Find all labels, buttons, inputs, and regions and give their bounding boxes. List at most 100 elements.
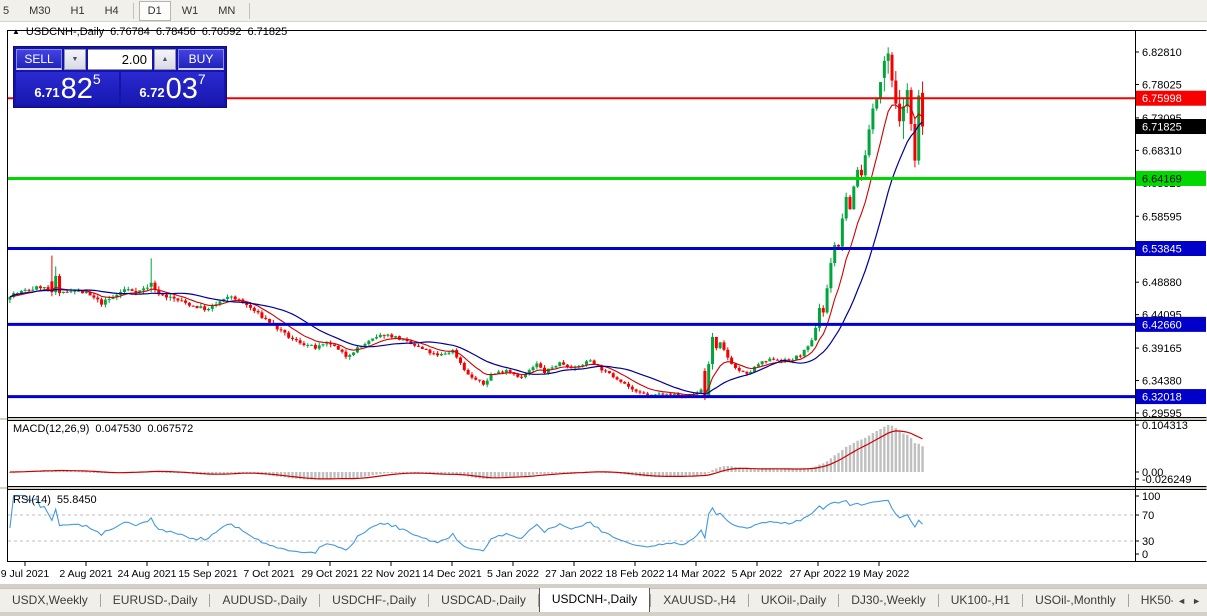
- volume-decrease-button[interactable]: ▼: [64, 49, 86, 70]
- candle-body: [187, 302, 191, 306]
- macd-bar: [760, 469, 764, 472]
- candle-body: [642, 392, 646, 394]
- candle-body: [336, 345, 340, 350]
- symbol-tab-audusddaily[interactable]: AUDUSD-,Daily: [222, 593, 308, 607]
- symbol-tab-eurusddaily[interactable]: EURUSD-,Daily: [112, 593, 198, 607]
- macd-bar: [844, 446, 848, 472]
- candle-body: [69, 291, 73, 293]
- symbol-tab-xauusdh4[interactable]: XAUUSD-,H4: [663, 593, 736, 607]
- candle-body: [764, 361, 768, 363]
- macd-bar: [237, 472, 241, 473]
- sell-price-pip: 5: [92, 71, 101, 87]
- buy-price-pip: 7: [197, 71, 206, 87]
- symbol-tab-uk100h1[interactable]: UK100-,H1: [950, 593, 1011, 607]
- symbol-tab-usoilmonthly[interactable]: USOil-,Monthly: [1035, 593, 1116, 607]
- candle-body: [16, 293, 20, 295]
- timeframe-button-H4[interactable]: H4: [104, 4, 119, 17]
- sell-button[interactable]: SELL: [16, 49, 62, 70]
- candle-body: [760, 361, 764, 365]
- macd-bar: [657, 472, 661, 477]
- candle-body: [153, 282, 157, 290]
- price-tick-label: 6.58595: [1142, 211, 1182, 223]
- price-tick-label: 6.34380: [1142, 376, 1182, 388]
- price-line-label-box: [1136, 389, 1206, 405]
- symbol-tab-hk50[interactable]: HK50-,: [1140, 593, 1173, 607]
- candle-body: [508, 370, 512, 373]
- timeframe-button-MN[interactable]: MN: [218, 4, 236, 17]
- volume-increase-button[interactable]: ▲: [154, 49, 176, 70]
- symbol-tab-usdxweekly[interactable]: USDX,Weekly: [12, 593, 88, 607]
- candle-body: [607, 371, 611, 374]
- candle-body: [344, 351, 348, 357]
- candle-body: [634, 389, 638, 392]
- candle-body: [191, 305, 195, 307]
- timeframe-button-H1[interactable]: H1: [70, 4, 85, 17]
- symbol-tab-dj30weekly[interactable]: DJ30-,Weekly: [851, 593, 926, 607]
- price-tick-label: 6.29595: [1142, 408, 1182, 420]
- symbol-tab-usdcnhdaily[interactable]: USDCNH-,Daily: [538, 588, 651, 612]
- timeframe-button-D1[interactable]: D1: [138, 0, 171, 21]
- candle-body: [103, 299, 107, 305]
- macd-bar: [795, 469, 798, 472]
- macd-bar: [738, 467, 741, 472]
- candle-body: [157, 289, 161, 295]
- macd-bar: [321, 472, 325, 480]
- macd-bar: [547, 472, 550, 474]
- candle-body: [921, 92, 925, 127]
- tab-scroll-left-icon[interactable]: ◄: [1177, 596, 1187, 606]
- macd-bar: [692, 472, 695, 476]
- timeframe-button-M30[interactable]: M30: [29, 4, 51, 17]
- candle-body: [875, 99, 879, 109]
- macd-bar: [726, 466, 729, 472]
- macd-bar: [340, 472, 344, 479]
- rsi-value: 55.8450: [56, 494, 97, 506]
- macd-bar: [211, 472, 214, 475]
- macd-bar: [348, 472, 351, 479]
- symbol-tab-usdcaddaily[interactable]: USDCAD-,Daily: [441, 593, 526, 607]
- candle-body: [623, 381, 627, 384]
- candle-body: [374, 337, 378, 339]
- candle-body: [898, 103, 902, 122]
- timeframe-button-5[interactable]: 5: [3, 4, 10, 17]
- tab-scroll-right-icon[interactable]: ►: [1192, 596, 1201, 606]
- macd-bar: [776, 468, 779, 472]
- candle-body: [669, 393, 673, 395]
- candle-body: [84, 291, 88, 294]
- candle-body: [42, 287, 46, 289]
- candle-body: [821, 308, 825, 313]
- candle-body: [909, 90, 913, 124]
- macd-bar: [58, 470, 61, 472]
- buy-price-display[interactable]: 6.72 03 7: [121, 72, 224, 105]
- buy-button[interactable]: BUY: [178, 49, 224, 70]
- date-label: 22 Nov 2021: [361, 568, 421, 580]
- date-label: 14 Dec 2021: [422, 568, 482, 580]
- macd-bar: [699, 472, 703, 475]
- macd-bar: [325, 472, 329, 479]
- macd-bar: [764, 468, 768, 472]
- price-line-label-box: [1136, 170, 1206, 186]
- symbol-tab-ukoildaily[interactable]: UKOil-,Daily: [760, 593, 827, 607]
- macd-bar: [906, 434, 909, 472]
- macd-bar: [470, 472, 474, 478]
- candle-body: [802, 349, 806, 357]
- macd-bar: [883, 426, 886, 472]
- sell-price-big: 82: [60, 73, 93, 105]
- chart-collapse-icon[interactable]: ▲: [12, 27, 20, 36]
- volume-input[interactable]: 2.00: [88, 49, 152, 70]
- macd-bar: [344, 472, 348, 479]
- candle-body: [248, 304, 252, 308]
- timeframe-button-W1[interactable]: W1: [181, 4, 199, 17]
- macd-bar: [298, 472, 302, 480]
- candle-body: [279, 329, 283, 331]
- macd-bar: [650, 472, 653, 477]
- macd-bar: [875, 431, 878, 472]
- macd-bar: [554, 472, 558, 473]
- macd-bar: [409, 472, 413, 473]
- sell-price-display[interactable]: 6.71 82 5: [16, 72, 119, 105]
- candle-body: [733, 363, 737, 368]
- candle-body: [58, 275, 62, 294]
- candle-body: [577, 365, 581, 367]
- candle-body: [638, 391, 642, 393]
- macd-bar: [886, 425, 890, 472]
- symbol-tab-usdchfdaily[interactable]: USDCHF-,Daily: [332, 593, 417, 607]
